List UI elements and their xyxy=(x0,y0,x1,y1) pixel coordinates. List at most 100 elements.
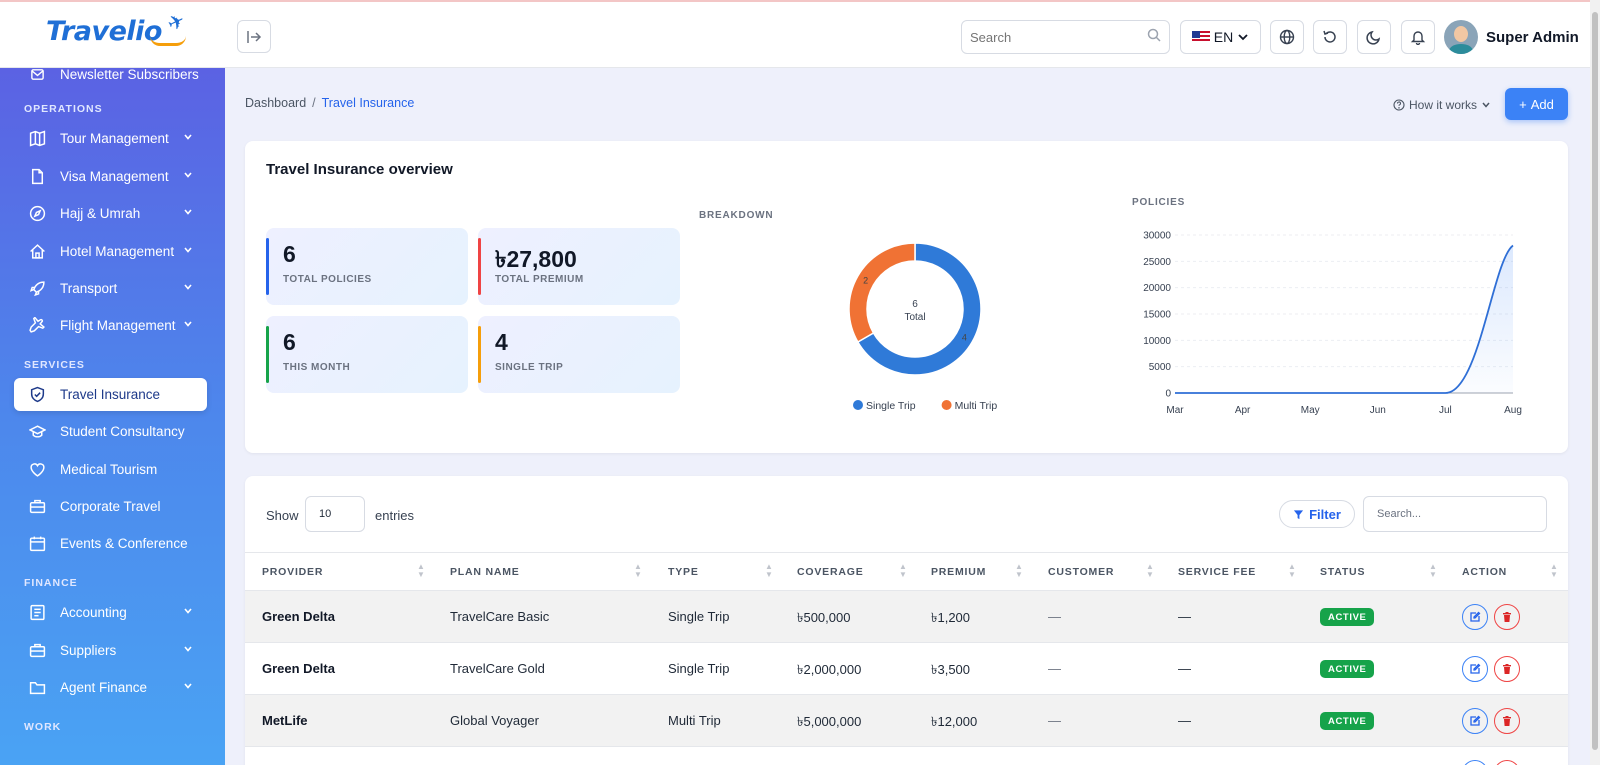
sort-icon[interactable]: ▲ ▼ xyxy=(634,562,642,579)
legend-label: Multi Trip xyxy=(955,400,998,412)
sidebar-item-events-conference[interactable]: Events & Conference xyxy=(14,527,207,560)
logo-swoosh xyxy=(150,36,186,46)
table-row[interactable] xyxy=(245,747,1568,765)
table-row[interactable]: MetLife Global Voyager Multi Trip ৳5,000… xyxy=(245,695,1568,747)
add-button[interactable]: + Add xyxy=(1505,88,1568,120)
global-search[interactable] xyxy=(961,20,1170,54)
edit-button[interactable] xyxy=(1462,656,1488,682)
delete-button[interactable] xyxy=(1494,656,1520,682)
delete-button[interactable] xyxy=(1494,760,1520,765)
sidebar-item-suppliers[interactable]: Suppliers xyxy=(14,634,207,667)
globe-icon xyxy=(1279,29,1295,45)
status-badge: ACTIVE xyxy=(1320,608,1375,626)
stat-value: 4 xyxy=(495,329,508,355)
breadcrumb: Dashboard / Travel Insurance xyxy=(245,96,415,110)
global-search-input[interactable] xyxy=(970,29,1140,45)
table-row[interactable]: Green Delta TravelCare Basic Single Trip… xyxy=(245,591,1568,643)
notifications-button[interactable] xyxy=(1401,20,1435,54)
sidebar-item-corporate-travel[interactable]: Corporate Travel xyxy=(14,490,207,523)
filter-button[interactable]: Filter xyxy=(1279,500,1355,528)
sidebar-item-accounting[interactable]: Accounting xyxy=(14,596,207,629)
sidebar-item-transport[interactable]: Transport xyxy=(14,272,207,305)
breadcrumb-home-link[interactable]: Dashboard xyxy=(245,96,307,110)
stat-card-total-policies: 6 TOTAL POLICIES xyxy=(266,228,468,305)
sort-icon[interactable]: ▲ ▼ xyxy=(1015,562,1023,579)
us-flag-icon xyxy=(1191,31,1210,43)
stat-label: SINGLE TRIP xyxy=(495,362,564,373)
chevron-down-icon xyxy=(184,172,192,178)
globe-button[interactable] xyxy=(1270,20,1304,54)
page-scrollbar[interactable] xyxy=(1590,0,1600,765)
sort-icon[interactable]: ▲ ▼ xyxy=(765,562,773,579)
sort-icon[interactable]: ▲ ▼ xyxy=(1146,562,1154,579)
sort-icon[interactable]: ▲ ▼ xyxy=(1429,562,1437,579)
edit-icon xyxy=(1470,663,1481,674)
sort-icon[interactable]: ▲ ▼ xyxy=(1288,562,1296,579)
stat-value: 6 xyxy=(283,329,296,355)
sidebar-item-visa-management[interactable]: Visa Management xyxy=(14,160,207,193)
table-search-input[interactable]: Search... xyxy=(1363,496,1547,532)
y-tick-label: 25000 xyxy=(1143,257,1171,268)
sidebar-item-label: Flight Management xyxy=(60,318,176,333)
sidebar-item-label: Suppliers xyxy=(60,643,117,658)
rocket-icon xyxy=(28,280,46,298)
sidebar-item-travel-insurance[interactable]: Travel Insurance xyxy=(14,378,207,411)
edit-icon xyxy=(1470,715,1481,726)
column-header-premium[interactable]: PREMIUM xyxy=(931,566,987,578)
sidebar-item-hotel-management[interactable]: Hotel Management xyxy=(14,235,207,268)
theme-toggle-button[interactable] xyxy=(1357,20,1391,54)
sidebar-item-flight-management[interactable]: Flight Management xyxy=(14,309,207,342)
cell-premium: ৳12,000 xyxy=(931,714,978,729)
edit-button[interactable] xyxy=(1462,760,1488,765)
stat-label: TOTAL PREMIUM xyxy=(495,274,584,285)
policies-label: POLICIES xyxy=(1132,197,1186,208)
column-header-plan-name[interactable]: PLAN NAME xyxy=(450,566,520,578)
column-header-coverage[interactable]: COVERAGE xyxy=(797,566,864,578)
column-header-type[interactable]: TYPE xyxy=(668,566,699,578)
column-header-service-fee[interactable]: SERVICE FEE xyxy=(1178,566,1257,578)
sidebar-item-label: Medical Tourism xyxy=(60,462,158,477)
cell-plan-name: Global Voyager xyxy=(450,713,539,728)
scrollbar-thumb[interactable] xyxy=(1592,12,1598,750)
series-line xyxy=(1175,244,1514,394)
column-header-provider[interactable]: PROVIDER xyxy=(262,566,324,578)
avatar[interactable] xyxy=(1444,20,1478,54)
chevron-down-icon xyxy=(184,683,192,689)
delete-button[interactable] xyxy=(1494,604,1520,630)
sort-icon[interactable]: ▲ ▼ xyxy=(1550,562,1558,579)
sidebar-item-medical-tourism[interactable]: Medical Tourism xyxy=(14,453,207,486)
y-tick-label: 20000 xyxy=(1143,283,1171,294)
entries-per-page-input[interactable]: 10 xyxy=(305,496,365,532)
user-menu[interactable]: Super Admin xyxy=(1444,20,1579,54)
status-badge: ACTIVE xyxy=(1320,712,1375,730)
cell-customer: — xyxy=(1048,661,1061,676)
column-header-status[interactable]: STATUS xyxy=(1320,566,1366,578)
x-tick-label: Mar xyxy=(1166,405,1184,416)
sidebar-item-agent-finance[interactable]: Agent Finance xyxy=(14,671,207,704)
edit-button[interactable] xyxy=(1462,604,1488,630)
delete-button[interactable] xyxy=(1494,708,1520,734)
plus-icon: + xyxy=(1519,96,1527,112)
compass-icon xyxy=(28,205,46,223)
sort-icon[interactable]: ▲ ▼ xyxy=(417,562,425,579)
stat-card-total-premium: ৳27,800 TOTAL PREMIUM xyxy=(478,228,680,305)
table-row[interactable]: Green Delta TravelCare Gold Single Trip … xyxy=(245,643,1568,695)
filter-label: Filter xyxy=(1309,506,1341,522)
edit-button[interactable] xyxy=(1462,708,1488,734)
sidebar-item-newsletter[interactable]: Newsletter Subscribers xyxy=(14,68,207,91)
search-icon[interactable] xyxy=(1147,28,1161,47)
sidebar-item-label: Tour Management xyxy=(60,131,169,146)
language-selector[interactable]: EN xyxy=(1180,20,1261,54)
bell-icon xyxy=(1410,31,1426,45)
refresh-button[interactable] xyxy=(1313,20,1347,54)
travelio-logo[interactable]: Travelio ✈ xyxy=(46,9,189,47)
sort-icon[interactable]: ▲ ▼ xyxy=(899,562,907,579)
column-header-customer[interactable]: CUSTOMER xyxy=(1048,566,1115,578)
how-it-works-button[interactable]: How it works xyxy=(1393,94,1491,116)
sidebar-item-hajj-umrah[interactable]: Hajj & Umrah xyxy=(14,197,207,230)
user-name: Super Admin xyxy=(1486,28,1579,46)
edit-icon xyxy=(1470,611,1481,622)
sidebar-item-tour-management[interactable]: Tour Management xyxy=(14,122,207,155)
sidebar-toggle-button[interactable] xyxy=(237,20,271,53)
sidebar-item-student-consultancy[interactable]: Student Consultancy xyxy=(14,415,207,448)
